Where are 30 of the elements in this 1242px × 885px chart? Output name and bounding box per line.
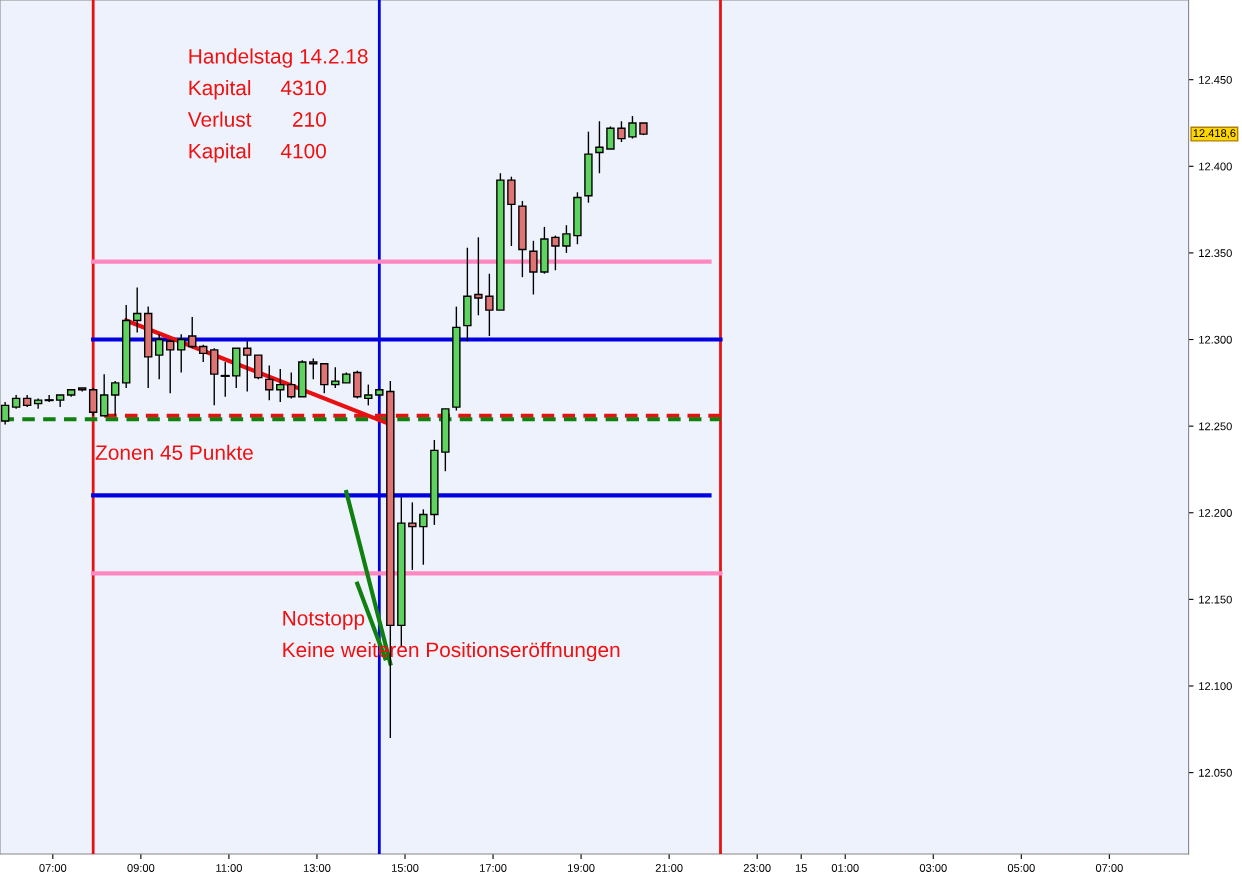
- annotation: Notstopp: [283, 611, 365, 630]
- x-tick-label: 19:00: [568, 864, 595, 872]
- annotation: Kapital 4100: [189, 143, 326, 163]
- y-tick-label: 12.450: [1199, 75, 1232, 84]
- x-tick-label: 07:00: [1095, 864, 1123, 872]
- text: 12.418,6: [1193, 129, 1236, 139]
- x-tick-label: 17:00: [479, 864, 507, 872]
- x-tick-label: 15: [795, 864, 807, 872]
- x-tick-label: 13:00: [303, 864, 331, 872]
- annotation: Kapital 4310: [189, 79, 326, 100]
- y-tick-label: 12.400: [1199, 162, 1232, 171]
- y-tick-label: 12.150: [1199, 595, 1232, 604]
- x-tick-label: 09:00: [127, 864, 155, 872]
- y-tick-label: 12.050: [1199, 768, 1232, 777]
- x-tick-label: 23:00: [743, 864, 771, 872]
- y-tick-label: 12.250: [1199, 422, 1232, 431]
- x-tick-label: 15:00: [391, 864, 419, 872]
- annotation: Zonen 45 Punkte: [95, 444, 253, 460]
- x-tick-label: 07:00: [39, 864, 67, 872]
- x-tick-label: 05:00: [1007, 864, 1035, 872]
- y-tick-label: 12.100: [1199, 682, 1232, 691]
- x-tick-label: 03:00: [919, 864, 947, 872]
- annotation: Verlust 210: [187, 111, 326, 127]
- x-tick-label: 11:00: [216, 864, 242, 872]
- y-tick-label: 12.200: [1199, 509, 1232, 517]
- x-tick-label: 21:00: [655, 864, 683, 872]
- x-tick-label: 01:00: [831, 864, 859, 872]
- y-tick-label: 12.350: [1199, 249, 1232, 258]
- annotation: Handelstag 14.2.18: [189, 48, 368, 68]
- y-tick-label: 12.300: [1199, 335, 1232, 344]
